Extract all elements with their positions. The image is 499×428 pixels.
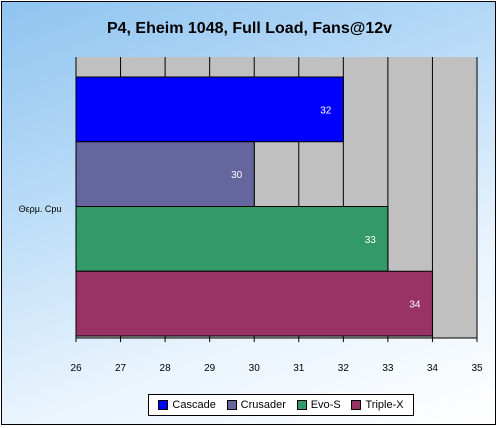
x-tick-label-28: 28	[160, 363, 172, 374]
bar-crusader	[75, 141, 255, 207]
legend-swatch-evo-s	[296, 400, 307, 410]
x-tick-label-30: 30	[249, 363, 261, 374]
x-tick-label-27: 27	[115, 363, 127, 374]
data-label-evo-s: 33	[365, 235, 377, 246]
bar-triple-x	[75, 270, 433, 337]
chart-title: P4, Eheim 1048, Full Load, Fans@12v	[106, 20, 393, 37]
legend: Cascade Crusader Evo-S Triple-X	[148, 394, 414, 416]
x-tick-labels: 26 27 28 29 30 31 32 33 34 35	[70, 338, 483, 374]
legend-label-triple-x: Triple-X	[365, 399, 404, 411]
x-tick-label-26: 26	[70, 363, 82, 374]
legend-swatch-crusader	[226, 400, 237, 410]
data-label-triple-x: 34	[409, 300, 421, 311]
legend-item-cascade: Cascade	[158, 399, 216, 411]
legend-item-crusader: Crusader	[226, 399, 286, 411]
legend-label-cascade: Cascade	[172, 399, 216, 411]
x-tick-label-35: 35	[471, 363, 483, 374]
bar-evo-s	[75, 206, 389, 272]
bars-group: 32 30 33 34	[75, 76, 433, 337]
legend-label-crusader: Crusader	[240, 399, 286, 411]
data-label-cascade: 32	[320, 105, 332, 116]
data-label-crusader: 30	[231, 170, 243, 181]
legend-swatch-cascade	[158, 400, 169, 410]
x-tick-label-33: 33	[382, 363, 394, 374]
category-label: Θερμ. Cpu	[19, 204, 62, 214]
x-tick-label-31: 31	[293, 363, 305, 374]
x-tick-label-32: 32	[338, 363, 350, 374]
bar-cascade	[75, 76, 344, 143]
legend-swatch-triple-x	[351, 400, 362, 410]
legend-item-evo-s: Evo-S	[296, 399, 341, 411]
x-tick-label-29: 29	[204, 363, 216, 374]
x-tick-label-34: 34	[427, 363, 439, 374]
legend-item-triple-x: Triple-X	[351, 399, 404, 411]
legend-label-evo-s: Evo-S	[310, 399, 341, 411]
